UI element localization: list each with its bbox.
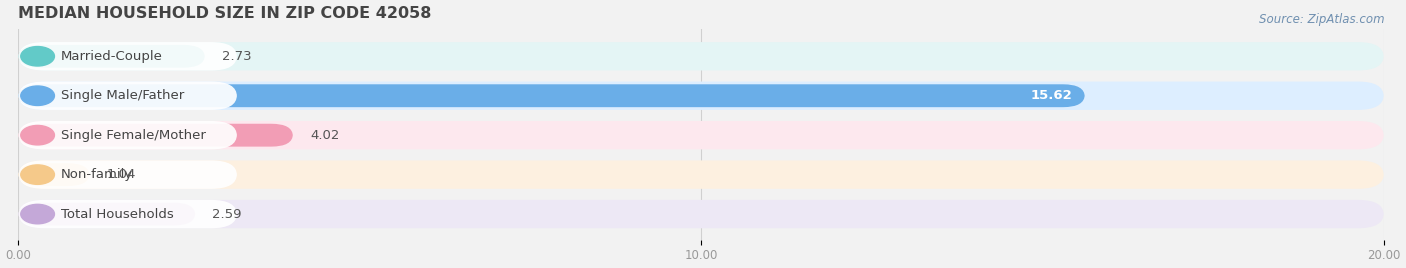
Text: 2.59: 2.59 bbox=[212, 208, 242, 221]
Text: Married-Couple: Married-Couple bbox=[60, 50, 163, 63]
FancyBboxPatch shape bbox=[18, 42, 238, 70]
FancyBboxPatch shape bbox=[18, 203, 195, 225]
FancyBboxPatch shape bbox=[18, 45, 205, 68]
FancyBboxPatch shape bbox=[18, 42, 1384, 70]
Text: Single Female/Mother: Single Female/Mother bbox=[60, 129, 205, 142]
Text: Single Male/Father: Single Male/Father bbox=[60, 89, 184, 102]
Text: Non-family: Non-family bbox=[60, 168, 134, 181]
FancyBboxPatch shape bbox=[18, 200, 1384, 228]
Circle shape bbox=[21, 204, 55, 224]
FancyBboxPatch shape bbox=[18, 161, 1384, 189]
FancyBboxPatch shape bbox=[18, 200, 238, 228]
Circle shape bbox=[21, 47, 55, 66]
Text: Total Households: Total Households bbox=[60, 208, 173, 221]
Text: Source: ZipAtlas.com: Source: ZipAtlas.com bbox=[1260, 13, 1385, 27]
FancyBboxPatch shape bbox=[18, 163, 90, 186]
FancyBboxPatch shape bbox=[18, 84, 1085, 107]
Circle shape bbox=[21, 125, 55, 145]
Text: 1.04: 1.04 bbox=[107, 168, 136, 181]
FancyBboxPatch shape bbox=[18, 81, 238, 110]
FancyBboxPatch shape bbox=[18, 81, 1384, 110]
Text: 4.02: 4.02 bbox=[309, 129, 339, 142]
Circle shape bbox=[21, 165, 55, 184]
Text: MEDIAN HOUSEHOLD SIZE IN ZIP CODE 42058: MEDIAN HOUSEHOLD SIZE IN ZIP CODE 42058 bbox=[18, 6, 432, 21]
Text: 15.62: 15.62 bbox=[1031, 89, 1073, 102]
FancyBboxPatch shape bbox=[18, 121, 1384, 149]
FancyBboxPatch shape bbox=[18, 121, 238, 149]
Circle shape bbox=[21, 86, 55, 105]
Text: 2.73: 2.73 bbox=[222, 50, 252, 63]
FancyBboxPatch shape bbox=[18, 161, 238, 189]
FancyBboxPatch shape bbox=[18, 124, 292, 147]
